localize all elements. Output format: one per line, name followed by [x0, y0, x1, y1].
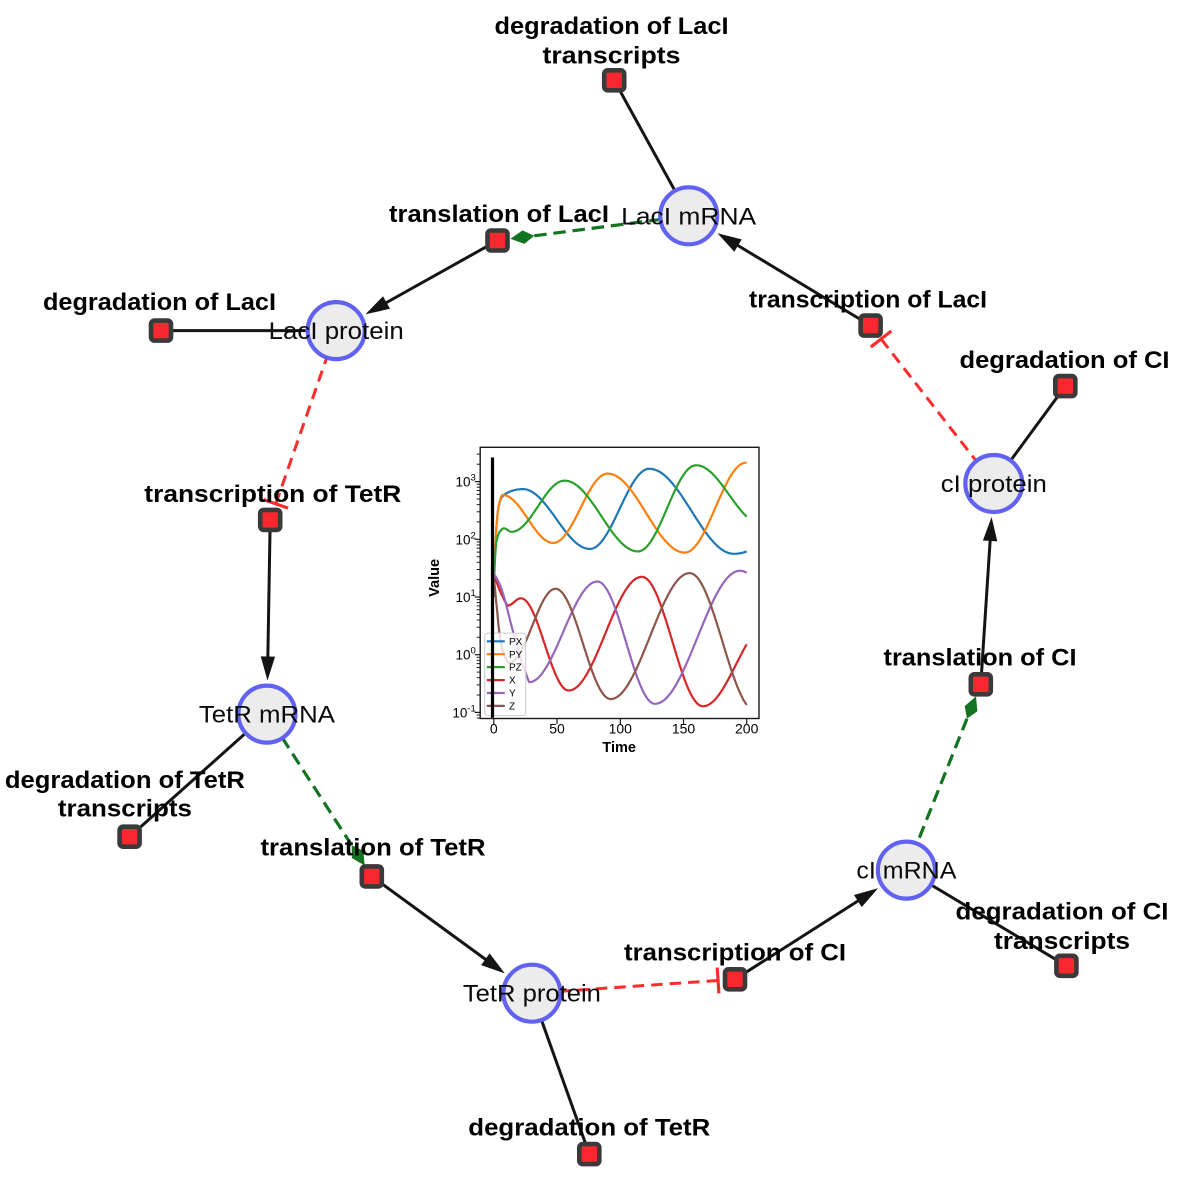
svg-text:PZ: PZ: [509, 663, 522, 674]
svg-text:transcripts: transcripts: [994, 928, 1130, 955]
svg-text:TetR mRNA: TetR mRNA: [199, 702, 336, 729]
svg-text:150: 150: [672, 720, 696, 736]
svg-text:translation of TetR: translation of TetR: [261, 835, 486, 862]
svg-text:X: X: [509, 676, 516, 687]
svg-text:translation of LacI: translation of LacI: [389, 201, 609, 228]
svg-text:transcription of LacI: transcription of LacI: [749, 287, 987, 314]
svg-text:transcription of TetR: transcription of TetR: [144, 481, 401, 508]
svg-text:TetR protein: TetR protein: [463, 981, 601, 1008]
svg-text:LacI protein: LacI protein: [269, 318, 404, 345]
svg-text:Z: Z: [509, 702, 515, 713]
svg-text:PY: PY: [509, 650, 523, 661]
svg-text:translation of CI: translation of CI: [884, 645, 1077, 672]
svg-text:0: 0: [490, 720, 498, 736]
svg-text:cI mRNA: cI mRNA: [856, 858, 957, 885]
svg-text:degradation of LacI: degradation of LacI: [43, 289, 276, 316]
svg-text:Time: Time: [602, 740, 636, 756]
svg-text:50: 50: [549, 720, 565, 736]
svg-text:LacI mRNA: LacI mRNA: [621, 203, 757, 230]
svg-text:degradation of CI: degradation of CI: [956, 899, 1169, 926]
svg-text:100: 100: [609, 720, 633, 736]
svg-text:cI protein: cI protein: [941, 471, 1047, 498]
svg-text:transcription of CI: transcription of CI: [624, 940, 846, 967]
svg-text:degradation of LacI: degradation of LacI: [495, 13, 729, 40]
svg-text:200: 200: [735, 720, 759, 736]
svg-text:transcripts: transcripts: [58, 795, 192, 822]
svg-text:transcripts: transcripts: [543, 43, 681, 70]
svg-text:PX: PX: [509, 637, 523, 648]
svg-text:degradation of TetR: degradation of TetR: [468, 1115, 710, 1142]
svg-text:degradation of CI: degradation of CI: [960, 347, 1170, 374]
svg-text:Value: Value: [427, 559, 443, 597]
svg-text:Y: Y: [509, 689, 516, 700]
svg-text:degradation of TetR: degradation of TetR: [5, 767, 245, 794]
